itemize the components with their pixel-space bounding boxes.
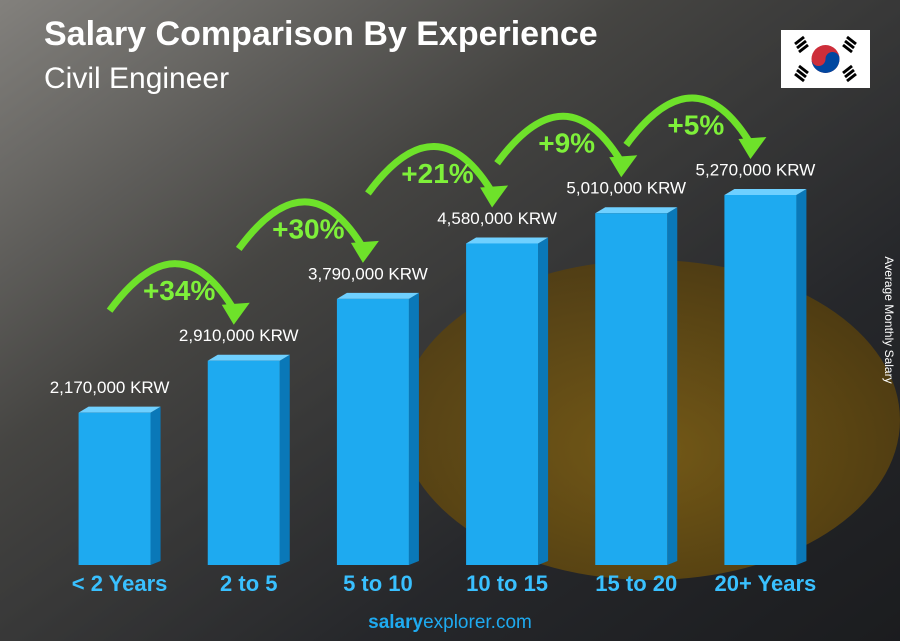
- bar: [207, 360, 280, 565]
- chart-subtitle: Civil Engineer: [44, 62, 229, 95]
- x-tick-label: 20+ Years: [715, 571, 817, 596]
- growth-arrow: [365, 142, 498, 198]
- growth-arrow: [235, 198, 368, 253]
- growth-label: +9%: [538, 128, 595, 159]
- growth-label: +30%: [272, 213, 344, 244]
- x-tick-label: 5 to 10: [343, 571, 413, 596]
- growth-label: +34%: [143, 275, 215, 306]
- growth-arrowhead: [609, 155, 638, 178]
- growth-arrowhead: [738, 137, 767, 159]
- bar: [78, 412, 151, 565]
- bar-top: [336, 292, 419, 299]
- growth-label: +21%: [401, 158, 473, 189]
- x-tick-label: 2 to 5: [220, 571, 277, 596]
- value-label: 5,010,000 KRW: [566, 179, 686, 198]
- growth-arrowhead: [350, 240, 379, 263]
- x-tick-label: 15 to 20: [595, 571, 677, 596]
- value-label: 2,910,000 KRW: [179, 326, 299, 345]
- bar-top: [595, 207, 678, 214]
- flag: [781, 30, 870, 88]
- bar: [466, 243, 539, 565]
- growth-arrowhead: [480, 185, 509, 208]
- bar: [336, 298, 409, 565]
- value-label: 3,790,000 KRW: [308, 264, 428, 283]
- value-label: 5,270,000 KRW: [696, 160, 816, 179]
- footer: salaryexplorer.com: [368, 612, 532, 633]
- y-axis-label: Average Monthly Salary: [882, 256, 896, 383]
- value-label: 2,170,000 KRW: [50, 378, 170, 397]
- footer-domain: explorer.com: [423, 612, 532, 633]
- growth-arrow: [494, 112, 627, 168]
- bar-side: [667, 207, 678, 565]
- growth-arrowhead: [221, 302, 250, 325]
- bar-top: [78, 406, 161, 413]
- value-label: 4,580,000 KRW: [437, 209, 557, 228]
- bar-top: [724, 189, 807, 195]
- growth-arrow: [623, 94, 756, 149]
- growth-label: +5%: [667, 109, 724, 140]
- bar-side: [150, 406, 161, 565]
- x-tick-label: 10 to 15: [466, 571, 548, 596]
- x-tick-label: < 2 Years: [72, 571, 168, 596]
- bar: [595, 213, 668, 565]
- bar-side: [279, 354, 290, 565]
- bar-top: [207, 354, 290, 361]
- bar: [724, 195, 797, 565]
- bar-side: [538, 237, 549, 565]
- growth-arrow: [106, 260, 239, 315]
- bar-top: [466, 237, 549, 244]
- footer-brand: salary: [368, 612, 423, 633]
- chart-title: Salary Comparison By Experience: [44, 15, 598, 53]
- bar-side: [796, 189, 807, 565]
- bar-side: [408, 292, 419, 565]
